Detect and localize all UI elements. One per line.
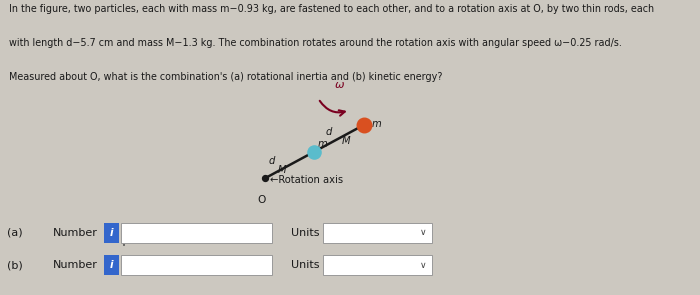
Text: (b): (b) (7, 260, 22, 270)
FancyBboxPatch shape (104, 255, 119, 275)
Point (309, 149, 320, 154)
Text: Units: Units (290, 228, 319, 238)
FancyBboxPatch shape (104, 223, 119, 243)
Text: m: m (372, 119, 382, 129)
Text: with length d−5.7 cm and mass M−1.3 kg. The combination rotates around the rotat: with length d−5.7 cm and mass M−1.3 kg. … (9, 38, 622, 48)
Point (259, 176, 270, 181)
Text: Number: Number (52, 260, 97, 270)
Text: ∨: ∨ (420, 261, 426, 270)
Text: ←Rotation axis: ←Rotation axis (270, 175, 343, 185)
Text: Measured about O, what is the combination's (a) rotational inertia and (b) kinet: Measured about O, what is the combinatio… (9, 72, 442, 82)
Text: ∨: ∨ (420, 228, 426, 237)
Point (358, 123, 370, 127)
Text: d: d (269, 156, 275, 166)
Text: Number: Number (52, 228, 97, 238)
Text: •: • (122, 243, 127, 249)
FancyBboxPatch shape (121, 255, 272, 275)
Text: (a): (a) (7, 228, 22, 238)
Text: In the figure, two particles, each with mass m−0.93 kg, are fastened to each oth: In the figure, two particles, each with … (9, 4, 654, 14)
Text: M: M (278, 165, 287, 175)
Text: O: O (257, 195, 265, 205)
Text: m: m (318, 139, 328, 149)
Text: d: d (326, 127, 332, 137)
Text: i: i (109, 260, 113, 270)
FancyBboxPatch shape (323, 223, 432, 243)
Text: ω: ω (335, 80, 344, 90)
Text: Units: Units (290, 260, 319, 270)
Text: i: i (109, 228, 113, 238)
Text: M: M (342, 136, 350, 146)
FancyBboxPatch shape (121, 223, 272, 243)
FancyBboxPatch shape (323, 255, 432, 275)
